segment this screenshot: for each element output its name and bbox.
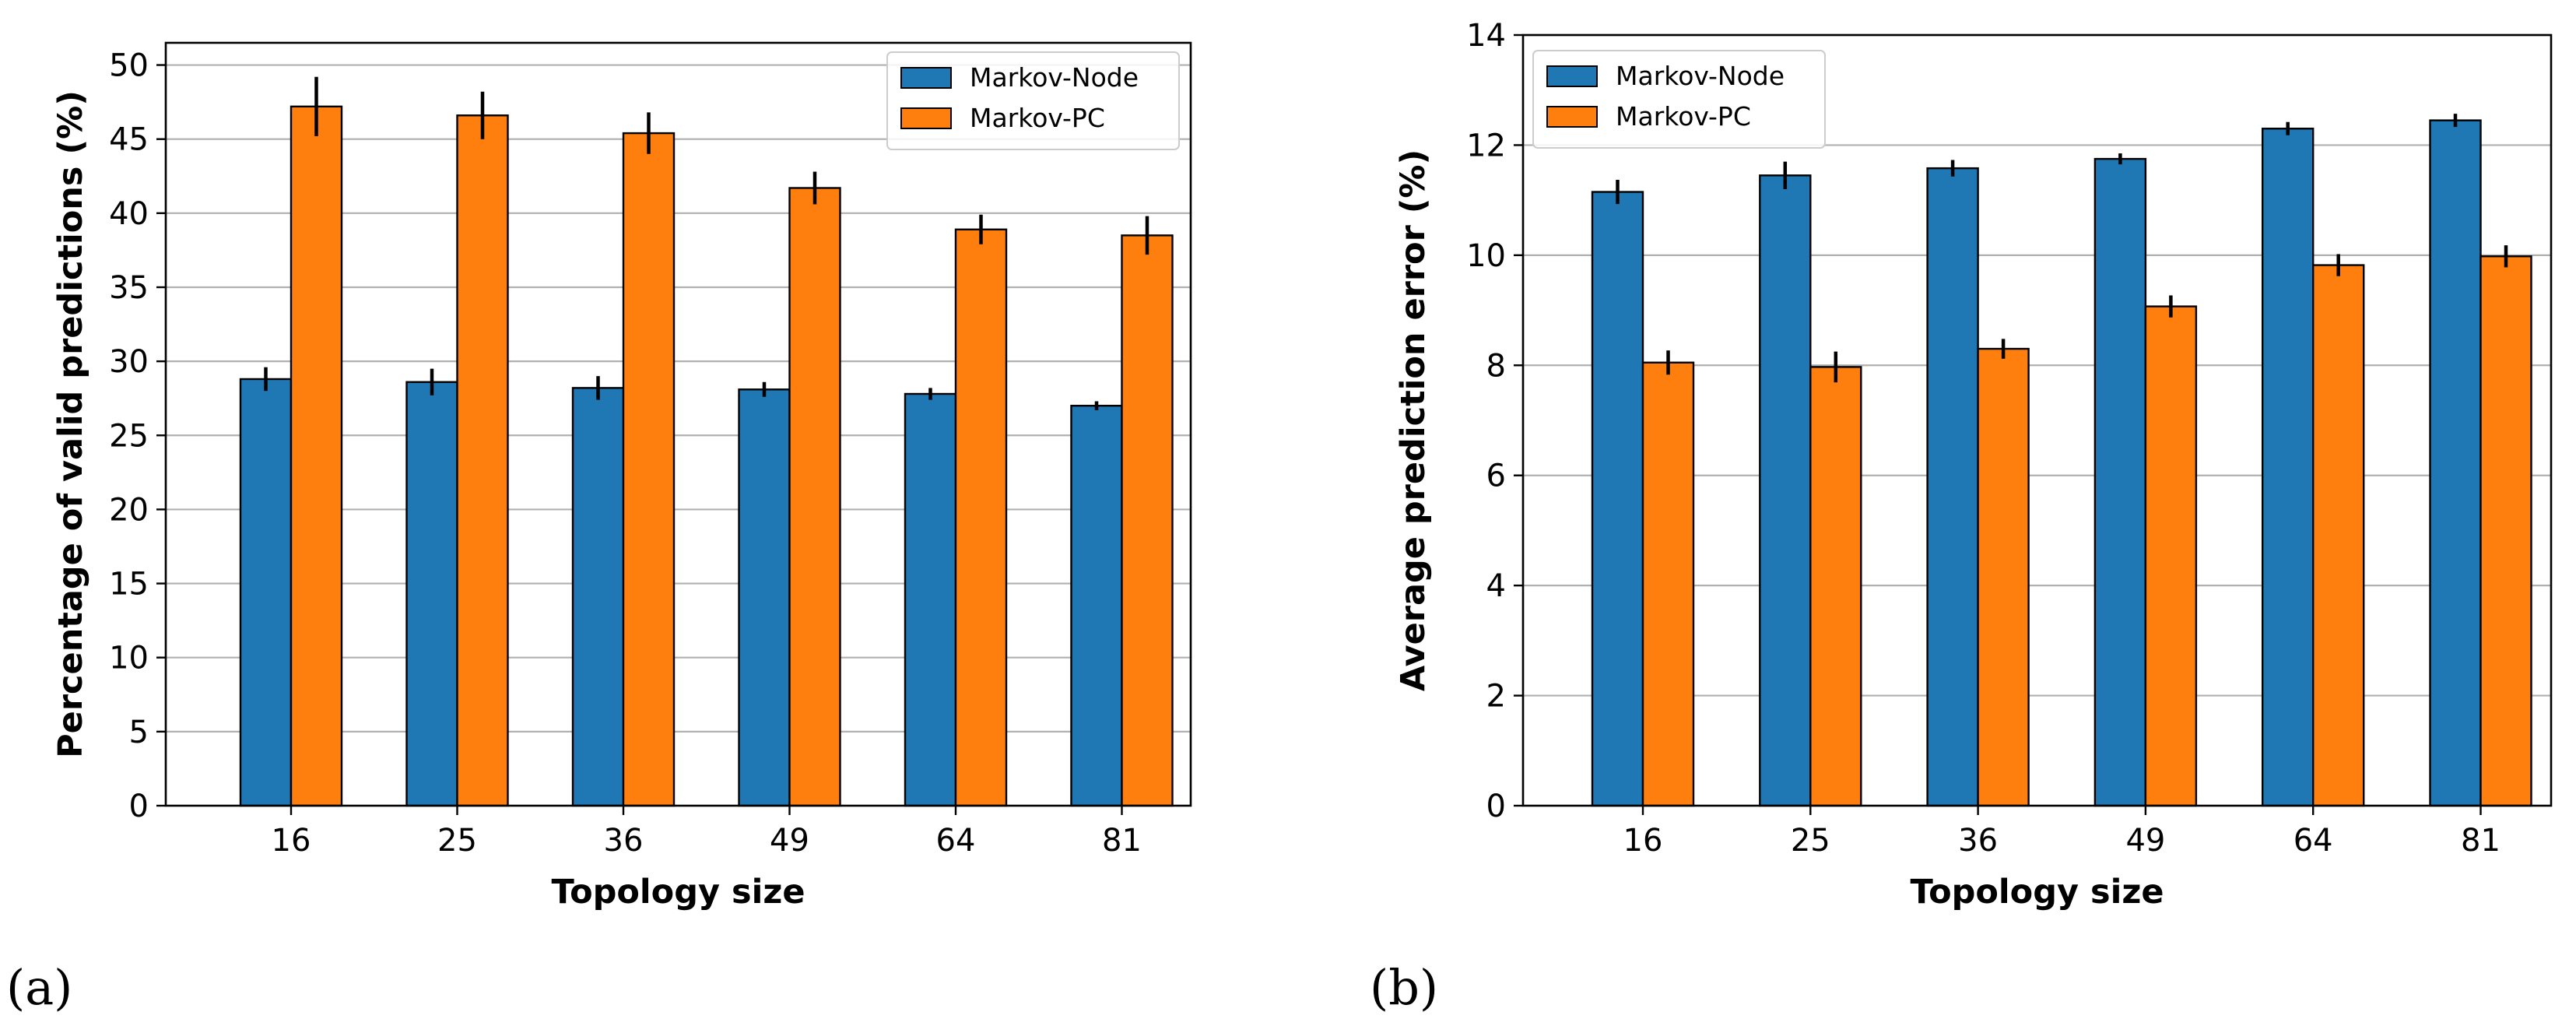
x-tick-label: 81 xyxy=(1102,823,1142,859)
markov-node-bar-25 xyxy=(405,381,458,807)
y-tick-label: 4 xyxy=(1486,568,1506,604)
markov-node-bar-81 xyxy=(2429,119,2482,807)
markov-node-bar-64 xyxy=(2261,128,2315,807)
legend: Markov-Node Markov-PC xyxy=(1532,50,1826,149)
x-tick-label: 64 xyxy=(2293,823,2333,859)
markov-node-bar-36 xyxy=(571,387,625,807)
y-tick-label: 25 xyxy=(109,418,149,454)
x-axis-label: Topology size xyxy=(551,873,805,912)
markov-node-bar-16 xyxy=(239,378,293,807)
y-tick-label: 50 xyxy=(109,48,149,84)
chart-panel-b: 0 2 4 6 8 10 12 14 16 25 36 49 64 81 Topology size Aver… xyxy=(1370,18,2553,1016)
x-tick-label: 25 xyxy=(1791,823,1830,859)
chart-panel-a: 0 5 10 15 20 25 30 35 40 45 50 16 25 36 49 64 81 Topology… xyxy=(6,41,1192,1016)
y-tick-label: 40 xyxy=(109,196,149,232)
y-tick-label: 8 xyxy=(1486,348,1506,384)
x-tick-label: 49 xyxy=(770,823,809,859)
markov-pc-bar-64 xyxy=(954,228,1008,807)
x-tick-label: 36 xyxy=(1958,823,1998,859)
y-tick-label: 45 xyxy=(109,122,149,158)
markov-pc-bar-16 xyxy=(290,105,343,807)
x-tick-label: 81 xyxy=(2461,823,2501,859)
markov-pc-bar-49 xyxy=(2144,305,2198,807)
markov-node-bar-49 xyxy=(2093,157,2147,807)
markov-node-bar-64 xyxy=(904,392,957,807)
legend-box xyxy=(1532,50,1826,149)
legend-swatch-markov-pc xyxy=(900,107,952,129)
markov-pc-bar-81 xyxy=(2479,255,2532,807)
markov-pc-bar-25 xyxy=(456,114,509,807)
markov-pc-bar-36 xyxy=(1977,347,2030,807)
y-tick-label: 20 xyxy=(109,492,149,528)
y-axis-label: Percentage of valid predictions (%) xyxy=(51,90,90,758)
x-tick-label: 16 xyxy=(272,823,311,859)
legend-swatch-markov-pc xyxy=(1546,106,1598,128)
y-tick-label: 6 xyxy=(1486,459,1506,494)
y-axis-label: Average prediction error (%) xyxy=(1394,149,1433,691)
y-tick-label: 5 xyxy=(129,715,149,750)
y-tick-label: 12 xyxy=(1466,128,1506,163)
y-tick-label: 10 xyxy=(1466,238,1506,274)
x-tick-label: 64 xyxy=(936,823,976,859)
legend-label-markov-node: Markov-Node xyxy=(1616,61,1785,91)
y-tick-label: 14 xyxy=(1466,18,1506,54)
legend: Markov-Node Markov-PC xyxy=(886,51,1180,150)
markov-node-bar-25 xyxy=(1759,174,1812,807)
panel-label: (b) xyxy=(1370,959,1438,1016)
plot-frame xyxy=(164,41,1192,807)
legend-swatch-markov-node xyxy=(1546,65,1598,87)
x-tick-label: 16 xyxy=(1623,823,1663,859)
plot-frame xyxy=(1521,33,2553,807)
y-tick-label: 2 xyxy=(1486,679,1506,715)
y-tick-label: 10 xyxy=(109,641,149,676)
markov-pc-bar-49 xyxy=(788,187,841,807)
x-tick-label: 36 xyxy=(604,823,644,859)
markov-node-bar-81 xyxy=(1070,405,1123,807)
y-tick-label: 0 xyxy=(129,789,149,824)
legend-label-markov-pc: Markov-PC xyxy=(970,103,1105,133)
y-tick-label: 35 xyxy=(109,270,149,306)
markov-pc-bar-16 xyxy=(1641,361,1695,807)
x-tick-label: 25 xyxy=(437,823,477,859)
panel-label: (a) xyxy=(6,959,72,1016)
legend-swatch-markov-node xyxy=(900,67,952,89)
x-tick-label: 49 xyxy=(2125,823,2165,859)
markov-pc-bar-25 xyxy=(1809,366,1862,807)
markov-node-bar-36 xyxy=(1926,167,1979,807)
markov-pc-bar-36 xyxy=(622,132,676,807)
legend-label-markov-node: Markov-Node xyxy=(970,62,1139,93)
markov-pc-bar-81 xyxy=(1121,234,1174,807)
y-tick-label: 0 xyxy=(1486,789,1506,824)
y-tick-label: 15 xyxy=(109,567,149,603)
legend-box xyxy=(886,51,1180,150)
legend-label-markov-pc: Markov-PC xyxy=(1616,101,1751,132)
markov-node-bar-16 xyxy=(1591,191,1644,807)
y-tick-label: 30 xyxy=(109,344,149,380)
markov-pc-bar-64 xyxy=(2311,264,2365,807)
markov-node-bar-49 xyxy=(738,388,791,807)
x-axis-label: Topology size xyxy=(1910,873,2164,912)
